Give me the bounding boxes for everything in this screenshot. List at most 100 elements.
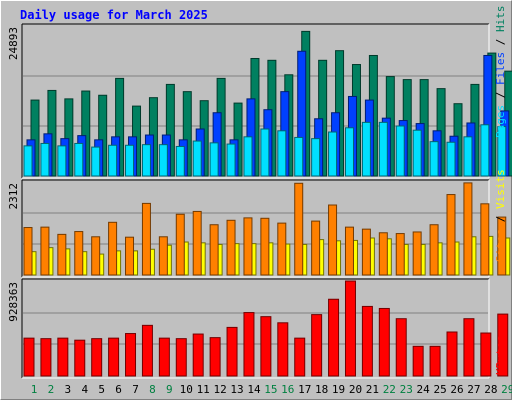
bar-sites-day-10	[175, 213, 185, 276]
x-tick-label-day-21: 21	[366, 383, 379, 396]
bar-pages-day-3	[57, 145, 67, 177]
bar-kbytes-day-25	[429, 345, 441, 377]
bar-pages-day-15	[260, 128, 270, 177]
bar-kbytes-day-23	[395, 318, 407, 377]
bar-pages-day-23	[395, 125, 405, 177]
bar-pages-day-17	[294, 136, 304, 177]
bar-pages-day-11	[192, 140, 202, 177]
bar-pages-day-19	[328, 131, 338, 177]
bar-sites-day-18	[311, 220, 321, 276]
legend-files: Files	[494, 52, 507, 85]
bar-kbytes-day-16	[277, 322, 289, 377]
x-tick-label-day-10: 10	[180, 383, 193, 396]
x-tick-label-day-5: 5	[98, 383, 105, 396]
x-tick-label-day-22: 22	[383, 383, 396, 396]
bar-kbytes-day-28	[480, 332, 492, 377]
bar-kbytes-day-17	[294, 337, 306, 377]
bar-pages-day-29	[497, 126, 507, 177]
x-tick-label-day-16: 16	[281, 383, 294, 396]
x-tick-label-day-17: 17	[298, 383, 311, 396]
bar-kbytes-day-4	[74, 339, 86, 377]
x-tick-label-day-6: 6	[115, 383, 122, 396]
bar-sites-day-7	[125, 236, 135, 276]
bar-pages-day-20	[344, 127, 354, 177]
bar-pages-day-13	[226, 143, 236, 177]
bar-kbytes-day-3	[57, 337, 69, 377]
legend-separator: /	[494, 209, 507, 229]
bar-pages-day-6	[108, 144, 118, 177]
x-tick-label-day-1: 1	[31, 383, 38, 396]
bar-sites-day-22	[378, 232, 388, 276]
bar-pages-day-12	[209, 142, 219, 177]
bar-kbytes-day-14	[243, 312, 255, 377]
bar-kbytes-day-18	[311, 314, 323, 377]
x-tick-label-day-8: 8	[149, 383, 156, 396]
bar-sites-day-16	[277, 222, 287, 276]
bar-pages-day-14	[243, 136, 253, 177]
bar-sites-day-25	[429, 224, 439, 276]
bar-sites-day-29	[497, 216, 507, 276]
bar-kbytes-day-15	[260, 316, 272, 377]
bar-kbytes-day-11	[192, 333, 204, 377]
bar-kbytes-day-5	[91, 338, 103, 377]
bar-sites-day-8	[141, 202, 151, 276]
bar-pages-day-10	[175, 145, 185, 177]
x-tick-label-day-19: 19	[332, 383, 345, 396]
bar-kbytes-day-21	[361, 305, 373, 377]
bar-pages-day-24	[412, 129, 422, 177]
bar-kbytes-day-13	[226, 326, 238, 377]
bar-kbytes-day-29	[497, 313, 509, 377]
x-tick-label-day-15: 15	[264, 383, 277, 396]
bar-kbytes-day-6	[108, 337, 120, 377]
bar-sites-day-23	[395, 233, 405, 276]
bar-sites-day-14	[243, 217, 253, 276]
panel-3-max-label: 928363	[7, 282, 20, 322]
legend-kbytes: KBytes	[494, 335, 507, 375]
bar-sites-day-20	[344, 226, 354, 276]
bar-kbytes-day-9	[158, 337, 170, 377]
x-tick-label-day-12: 12	[213, 383, 226, 396]
bar-kbytes-day-26	[446, 331, 458, 377]
bar-sites-day-28	[480, 203, 490, 276]
bar-sites-day-5	[91, 236, 101, 276]
bar-sites-day-13	[226, 219, 236, 276]
bar-kbytes-day-20	[344, 280, 356, 377]
legend-pages: Pages	[494, 105, 507, 138]
x-tick-label-day-18: 18	[315, 383, 328, 396]
x-tick-label-day-9: 9	[166, 383, 173, 396]
bar-pages-day-4	[74, 142, 84, 177]
x-tick-label-day-28: 28	[484, 383, 497, 396]
bar-sites-day-9	[158, 236, 168, 276]
x-tick-label-day-23: 23	[400, 383, 413, 396]
bar-kbytes-day-8	[141, 324, 153, 377]
bar-pages-day-8	[141, 144, 151, 177]
bar-sites-day-21	[361, 228, 371, 276]
bar-sites-day-1	[23, 227, 33, 276]
bar-pages-day-21	[361, 121, 371, 177]
x-tick-label-day-20: 20	[349, 383, 362, 396]
legend-visits: Visits	[494, 169, 507, 209]
x-tick-label-day-4: 4	[81, 383, 88, 396]
x-tick-label-day-7: 7	[132, 383, 139, 396]
bar-sites-day-15	[260, 217, 270, 276]
bar-sites-day-12	[209, 224, 219, 276]
panel-2-max-label: 2312	[7, 183, 20, 210]
panel-1-max-label: 24893	[7, 27, 20, 60]
bar-kbytes-day-22	[378, 307, 390, 377]
legend-hits: Hits	[494, 6, 507, 33]
panel-1-legend: Pages / Files / Hits	[494, 6, 507, 139]
bar-sites-day-3	[57, 233, 67, 276]
legend-separator: /	[494, 85, 507, 105]
bar-kbytes-day-7	[125, 333, 137, 377]
bar-kbytes-day-2	[40, 338, 52, 377]
bar-pages-day-18	[311, 138, 321, 177]
bar-sites-day-27	[463, 182, 473, 276]
bar-sites-day-11	[192, 210, 202, 276]
bar-kbytes-day-24	[412, 345, 424, 377]
bar-sites-day-24	[412, 231, 422, 276]
x-tick-label-day-26: 26	[450, 383, 463, 396]
x-tick-label-day-25: 25	[433, 383, 446, 396]
x-tick-label-day-2: 2	[48, 383, 55, 396]
bar-kbytes-day-1	[23, 337, 35, 377]
bar-pages-day-9	[158, 144, 168, 177]
